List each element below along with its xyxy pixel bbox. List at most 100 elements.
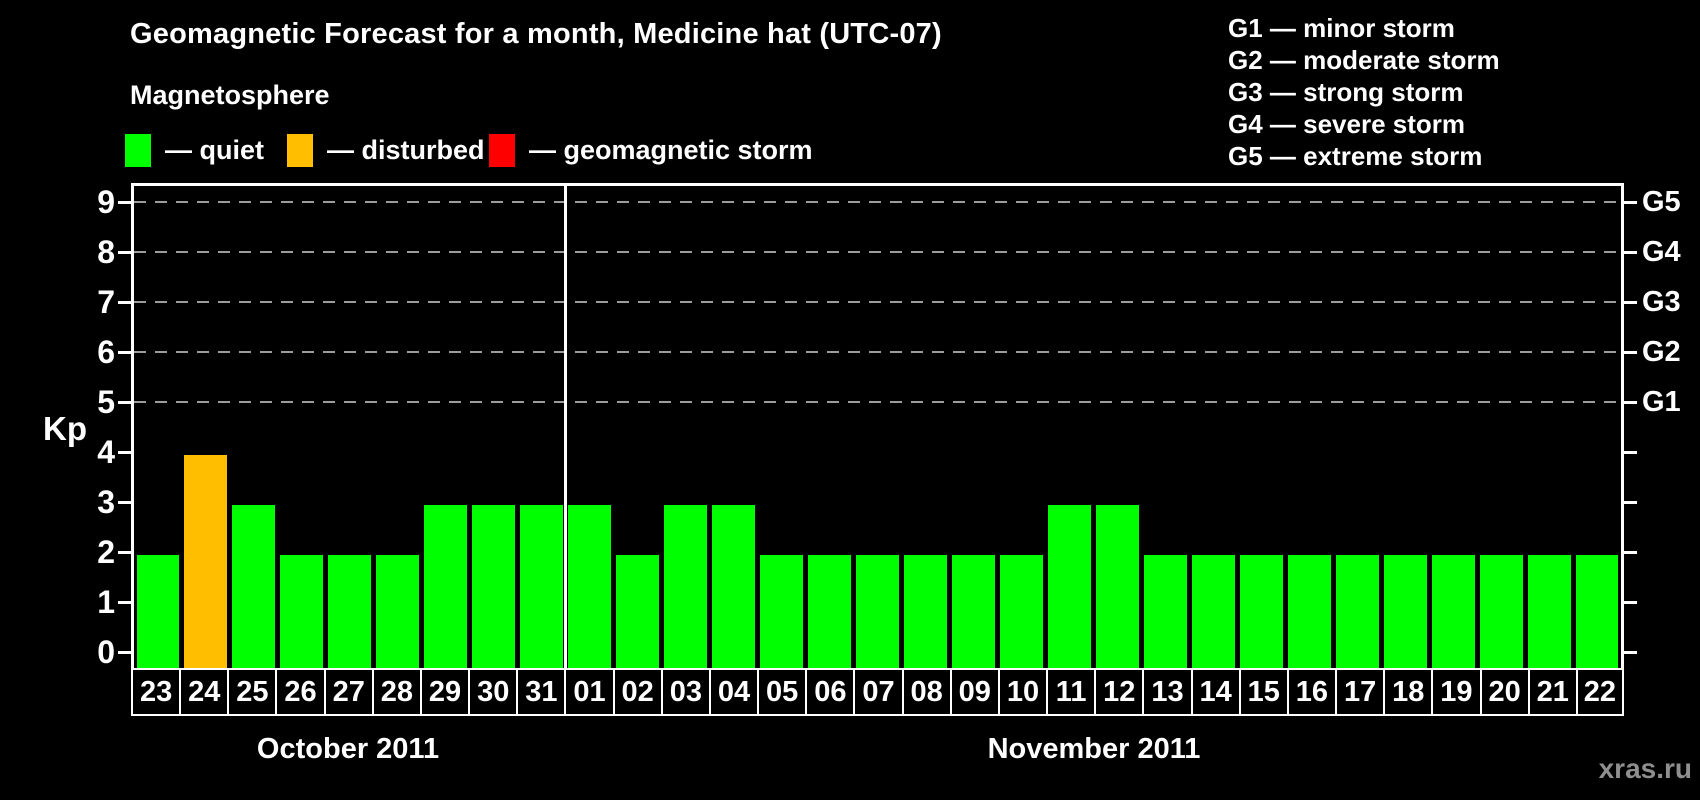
month-label-october: October 2011 <box>256 733 440 765</box>
y-tick-left-4 <box>118 450 131 454</box>
kp-bar-oct-27 <box>328 555 372 668</box>
plot-area <box>131 183 1624 668</box>
y-tick-right-7 <box>1624 300 1637 304</box>
kp-bar-nov-16 <box>1287 555 1331 668</box>
kp-bar-oct-25 <box>232 505 276 668</box>
kp-bar-nov-21 <box>1527 555 1571 668</box>
date-cell-nov-22: 22 <box>1575 668 1624 716</box>
kp-bar-nov-03 <box>664 505 708 668</box>
date-cell-oct-28: 28 <box>371 668 422 716</box>
date-cell-oct-30: 30 <box>468 668 519 716</box>
kp-bar-nov-09 <box>951 555 995 668</box>
kp-bar-oct-23 <box>136 555 180 668</box>
date-cell-nov-01: 01 <box>564 668 615 716</box>
y-tick-left-9 <box>118 200 131 204</box>
legend-item-disturbed: — disturbed <box>287 133 485 167</box>
right-axis-label-g5: G5 <box>1642 186 1681 218</box>
date-cell-nov-21: 21 <box>1527 668 1578 716</box>
kp-bar-nov-19 <box>1431 555 1475 668</box>
kp-bar-oct-26 <box>280 555 324 668</box>
date-cell-nov-03: 03 <box>660 668 711 716</box>
kp-bar-oct-24 <box>184 455 228 668</box>
y-tick-right-6 <box>1624 350 1637 354</box>
storm-scale-legend: G1 — minor storm G2 — moderate storm G3 — … <box>1228 12 1500 172</box>
date-cell-oct-26: 26 <box>275 668 326 716</box>
kp-bar-nov-18 <box>1383 555 1427 668</box>
month-label-november: November 2011 <box>987 733 1201 765</box>
gridline-kp5 <box>134 401 1621 403</box>
date-cell-nov-20: 20 <box>1479 668 1530 716</box>
kp-bar-nov-10 <box>999 555 1043 668</box>
kp-bar-nov-14 <box>1191 555 1235 668</box>
y-tick-left-3 <box>118 500 131 504</box>
date-cell-nov-13: 13 <box>1142 668 1193 716</box>
kp-bar-nov-06 <box>808 555 851 668</box>
storm-scale-g4: G4 — severe storm <box>1228 109 1466 139</box>
y-tick-label-4: 4 <box>97 434 115 470</box>
kp-bar-oct-30 <box>472 505 516 668</box>
kp-bar-nov-08 <box>903 555 947 668</box>
y-tick-label-1: 1 <box>97 584 115 620</box>
date-cell-oct-24: 24 <box>179 668 230 716</box>
legend-item-storm: — geomagnetic storm <box>489 133 813 167</box>
gridline-kp6 <box>134 351 1621 353</box>
legend-swatch-disturbed-icon <box>287 133 313 167</box>
y-tick-left-7 <box>118 300 131 304</box>
legend-heading: Magnetosphere <box>130 80 330 110</box>
kp-bar-nov-12 <box>1095 505 1139 668</box>
kp-bar-nov-05 <box>760 555 804 668</box>
y-tick-right-8 <box>1624 250 1637 254</box>
gridline-kp8 <box>134 251 1621 253</box>
date-cell-nov-17: 17 <box>1335 668 1386 716</box>
y-tick-label-9: 9 <box>97 184 115 220</box>
kp-bar-nov-17 <box>1335 555 1379 668</box>
date-cell-nov-18: 18 <box>1383 668 1434 716</box>
gridline-kp7 <box>134 301 1621 303</box>
storm-scale-g3: G3 — strong storm <box>1228 77 1464 107</box>
y-tick-label-6: 6 <box>97 334 115 370</box>
storm-scale-g1: G1 — minor storm <box>1228 13 1455 43</box>
y-tick-right-1 <box>1624 600 1637 604</box>
date-cell-nov-08: 08 <box>901 668 952 716</box>
kp-bar-nov-02 <box>616 555 660 668</box>
date-cell-nov-16: 16 <box>1286 668 1338 716</box>
date-cell-nov-15: 15 <box>1238 668 1289 716</box>
kp-bar-nov-22 <box>1575 555 1619 668</box>
date-cell-nov-05: 05 <box>757 668 808 716</box>
kp-bar-oct-29 <box>424 505 468 668</box>
y-tick-label-8: 8 <box>97 234 115 270</box>
y-tick-right-2 <box>1624 550 1637 554</box>
date-cell-nov-14: 14 <box>1190 668 1241 716</box>
date-cell-nov-04: 04 <box>708 668 760 716</box>
y-tick-left-0 <box>118 650 131 654</box>
right-axis-label-g3: G3 <box>1642 286 1681 318</box>
kp-bar-oct-31 <box>520 505 564 668</box>
y-tick-label-7: 7 <box>97 284 115 320</box>
kp-bar-oct-28 <box>376 555 420 668</box>
month-separator-line <box>564 186 568 668</box>
kp-bar-nov-11 <box>1047 505 1091 668</box>
right-axis-label-g4: G4 <box>1642 236 1681 268</box>
legend-item-quiet: — quiet <box>125 133 264 167</box>
legend-swatch-storm-icon <box>489 133 515 167</box>
gridline-kp9 <box>134 201 1621 203</box>
date-cell-nov-19: 19 <box>1431 668 1482 716</box>
right-axis-label-g1: G1 <box>1642 386 1681 418</box>
date-cell-nov-10: 10 <box>997 668 1049 716</box>
date-cell-nov-12: 12 <box>1094 668 1145 716</box>
right-axis-label-g2: G2 <box>1642 336 1681 368</box>
date-cell-oct-27: 27 <box>323 668 374 716</box>
y-tick-left-5 <box>118 400 131 404</box>
y-tick-right-4 <box>1624 450 1637 454</box>
y-tick-right-9 <box>1624 200 1637 204</box>
storm-scale-g5: G5 — extreme storm <box>1228 141 1483 171</box>
y-tick-left-8 <box>118 250 131 254</box>
y-tick-label-5: 5 <box>97 384 115 420</box>
legend-label-storm: — geomagnetic storm <box>529 134 813 165</box>
y-tick-right-5 <box>1624 400 1637 404</box>
y-axis-title: Kp <box>43 410 87 447</box>
date-cell-oct-23: 23 <box>131 668 182 716</box>
date-cell-oct-31: 31 <box>516 668 567 716</box>
y-tick-left-2 <box>118 550 131 554</box>
y-tick-right-3 <box>1624 500 1637 504</box>
